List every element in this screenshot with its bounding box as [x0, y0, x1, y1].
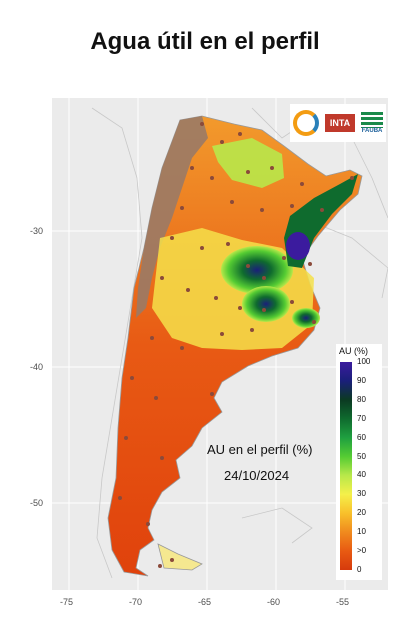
x-tick-label: -70	[129, 597, 143, 607]
x-tick-label: -65	[198, 597, 212, 607]
legend-color-bar	[340, 362, 352, 570]
argentina-map	[52, 98, 388, 590]
wet-zone-southeast	[292, 308, 320, 328]
legend-tick-label: 10	[357, 527, 366, 537]
legend-tick-label: 20	[357, 508, 366, 518]
page-title: Agua útil en el perfil	[90, 28, 320, 55]
legend-tick-label: >0	[357, 546, 367, 556]
y-tick-label: -50	[30, 498, 44, 508]
legend: AU (%) 100 90 80 70 60 50 40 30 20 10 >0 0	[336, 344, 382, 580]
map-annotation-date: 24/10/2024	[224, 468, 290, 483]
legend-tick-label: 50	[357, 451, 366, 461]
logos-panel: INTA FAUBA	[290, 104, 386, 142]
fauba-logo: FAUBA	[361, 112, 384, 134]
wet-zone-south	[242, 286, 290, 322]
legend-tick-label: 70	[357, 413, 366, 423]
legend-tick-label: 100	[357, 357, 371, 366]
north-green-zone	[212, 138, 284, 188]
fauba-logo-mark	[361, 112, 384, 128]
x-tick-label: -55	[336, 597, 350, 607]
legend-tick-label: 40	[357, 470, 366, 480]
fauba-logo-text: FAUBA	[361, 128, 383, 134]
x-tick-label: -60	[267, 597, 281, 607]
y-tick-label: -30	[30, 226, 44, 236]
legend-tick-label: 0	[357, 565, 362, 574]
wet-zone-center	[221, 246, 293, 294]
andes-band	[136, 116, 208, 318]
x-tick-label: -75	[60, 597, 74, 607]
legend-title: AU (%)	[339, 346, 368, 356]
legend-tick-label: 90	[357, 375, 366, 385]
very-wet-zone	[286, 232, 310, 260]
map-panel: INTA FAUBA AU en el perfil (%) 24/10/202…	[52, 98, 388, 590]
sun-wave-logo	[292, 110, 319, 136]
y-tick-label: -40	[30, 362, 44, 372]
inta-logo: INTA	[324, 114, 356, 132]
legend-tick-label: 80	[357, 394, 366, 404]
map-annotation-title: AU en el perfil (%)	[207, 442, 313, 457]
legend-tick-label: 60	[357, 432, 366, 442]
tierra-del-fuego	[157, 543, 203, 571]
legend-tick-label: 30	[357, 489, 366, 499]
station-points	[118, 122, 354, 568]
